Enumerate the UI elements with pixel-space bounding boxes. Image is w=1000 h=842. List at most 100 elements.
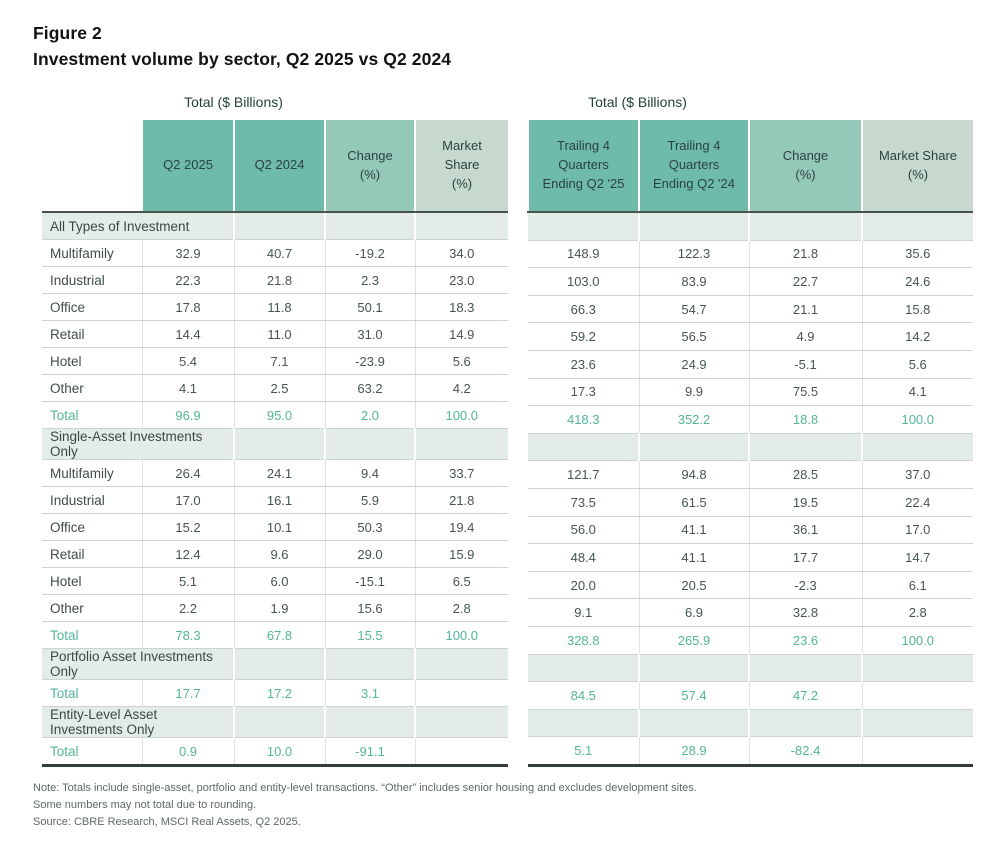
value-cell: 23.6 xyxy=(749,626,863,655)
value-cell: 56.5 xyxy=(639,322,750,351)
right-table-caption: Total ($ Billions) xyxy=(588,94,687,110)
source-line: Source: CBRE Research, MSCI Real Assets,… xyxy=(33,816,301,829)
value-cell: 9.4 xyxy=(325,459,416,487)
quarterly-header-row: Q2 2025 Q2 2024 Change (%) Market Share … xyxy=(42,120,508,213)
value-cell: 103.0 xyxy=(528,267,640,296)
value-cell: 37.0 xyxy=(862,460,973,489)
value-cell: 21.1 xyxy=(749,295,863,324)
value-cell: 24.9 xyxy=(639,350,750,379)
section-cell xyxy=(415,212,508,240)
value-cell: 22.3 xyxy=(142,266,235,294)
row-label: Total xyxy=(42,737,143,767)
value-cell: 5.6 xyxy=(415,347,508,375)
value-cell: 83.9 xyxy=(639,267,750,296)
quarterly-table-body: All Types of Investment Multifamily 32.9 40… xyxy=(42,212,508,767)
tables-container: Q2 2025 Q2 2024 Change (%) Market Share … xyxy=(42,120,973,767)
value-cell: 36.1 xyxy=(749,516,863,545)
section-cell xyxy=(749,654,863,683)
table-row: Office 15.2 10.1 50.3 19.4 xyxy=(42,513,508,541)
row-label: Hotel xyxy=(42,347,143,375)
section-cell xyxy=(415,648,508,680)
figure-label: Figure 2 xyxy=(33,23,102,43)
table-row: 59.2 56.5 4.9 14.2 xyxy=(528,322,973,351)
value-cell: 18.3 xyxy=(415,293,508,321)
table-row: Total 0.9 10.0 -91.1 xyxy=(42,737,508,767)
value-cell: 100.0 xyxy=(415,401,508,429)
value-cell: -15.1 xyxy=(325,567,416,595)
value-cell: 17.8 xyxy=(142,293,235,321)
table-row: Total 78.3 67.8 15.5 100.0 xyxy=(42,621,508,649)
section-cell xyxy=(415,428,508,460)
section-cell xyxy=(528,709,640,738)
value-cell xyxy=(862,736,973,767)
value-cell: 6.0 xyxy=(234,567,326,595)
value-cell: 16.1 xyxy=(234,486,326,514)
trailing-table-body: 148.9 122.3 21.8 35.6 103.0 83.9 22.7 24.6 66.3 5… xyxy=(528,212,973,767)
table-row: Industrial 22.3 21.8 2.3 23.0 xyxy=(42,266,508,294)
table-row: Total 96.9 95.0 2.0 100.0 xyxy=(42,401,508,429)
table-row: 84.5 57.4 47.2 xyxy=(528,681,973,710)
value-cell: 12.4 xyxy=(142,540,235,568)
section-header-row xyxy=(528,212,973,241)
table-row: 148.9 122.3 21.8 35.6 xyxy=(528,240,973,269)
value-cell: 17.7 xyxy=(749,543,863,572)
value-cell: 265.9 xyxy=(639,626,750,655)
column-header-change-pct: Change (%) xyxy=(324,120,415,213)
value-cell: 5.4 xyxy=(142,347,235,375)
value-cell: 95.0 xyxy=(234,401,326,429)
value-cell: 6.1 xyxy=(862,571,973,600)
table-row: 5.1 28.9 -82.4 xyxy=(528,736,973,767)
value-cell: 23.0 xyxy=(415,266,508,294)
section-cell xyxy=(749,212,863,241)
value-cell: 4.2 xyxy=(415,374,508,402)
section-cell xyxy=(528,212,640,241)
value-cell: 41.1 xyxy=(639,516,750,545)
table-row: Other 4.1 2.5 63.2 4.2 xyxy=(42,374,508,402)
section-cell xyxy=(234,706,326,738)
value-cell: 33.7 xyxy=(415,459,508,487)
table-row: Multifamily 26.4 24.1 9.4 33.7 xyxy=(42,459,508,487)
value-cell: 2.3 xyxy=(325,266,416,294)
table-row: Retail 12.4 9.6 29.0 15.9 xyxy=(42,540,508,568)
value-cell: 28.9 xyxy=(639,736,750,767)
value-cell: 61.5 xyxy=(639,488,750,517)
quarterly-table: Q2 2025 Q2 2024 Change (%) Market Share … xyxy=(42,120,508,767)
section-title: Portfolio Asset Investments Only xyxy=(42,648,235,680)
value-cell: 7.1 xyxy=(234,347,326,375)
column-header-market-share: Market Share (%) xyxy=(414,120,508,213)
value-cell: 9.6 xyxy=(234,540,326,568)
column-header-trailing-q2-24: Trailing 4 Quarters Ending Q2 '24 xyxy=(638,120,749,213)
value-cell: 15.5 xyxy=(325,621,416,649)
value-cell: 40.7 xyxy=(234,239,326,267)
section-header-row: Portfolio Asset Investments Only xyxy=(42,648,508,680)
value-cell: 57.4 xyxy=(639,681,750,710)
table-row: 103.0 83.9 22.7 24.6 xyxy=(528,267,973,296)
row-label: Hotel xyxy=(42,567,143,595)
value-cell: 35.6 xyxy=(862,240,973,269)
value-cell: 29.0 xyxy=(325,540,416,568)
section-cell xyxy=(325,648,416,680)
value-cell: 21.8 xyxy=(749,240,863,269)
value-cell: 2.5 xyxy=(234,374,326,402)
value-cell: 6.5 xyxy=(415,567,508,595)
value-cell: 9.1 xyxy=(528,598,640,627)
value-cell: 14.7 xyxy=(862,543,973,572)
value-cell: 15.6 xyxy=(325,594,416,622)
value-cell: 19.4 xyxy=(415,513,508,541)
section-cell xyxy=(862,654,973,683)
value-cell: 32.9 xyxy=(142,239,235,267)
value-cell: 47.2 xyxy=(749,681,863,710)
table-row: 23.6 24.9 -5.1 5.6 xyxy=(528,350,973,379)
value-cell: 1.9 xyxy=(234,594,326,622)
row-label: Industrial xyxy=(42,266,143,294)
value-cell: 50.3 xyxy=(325,513,416,541)
table-captions: Total ($ Billions) Total ($ Billions) xyxy=(42,94,972,110)
value-cell: 59.2 xyxy=(528,322,640,351)
value-cell: 11.8 xyxy=(234,293,326,321)
value-cell: 100.0 xyxy=(862,626,973,655)
section-cell xyxy=(639,212,750,241)
value-cell: 94.8 xyxy=(639,460,750,489)
value-cell: 4.1 xyxy=(142,374,235,402)
table-row: Total 17.7 17.2 3.1 xyxy=(42,679,508,707)
value-cell: 15.9 xyxy=(415,540,508,568)
